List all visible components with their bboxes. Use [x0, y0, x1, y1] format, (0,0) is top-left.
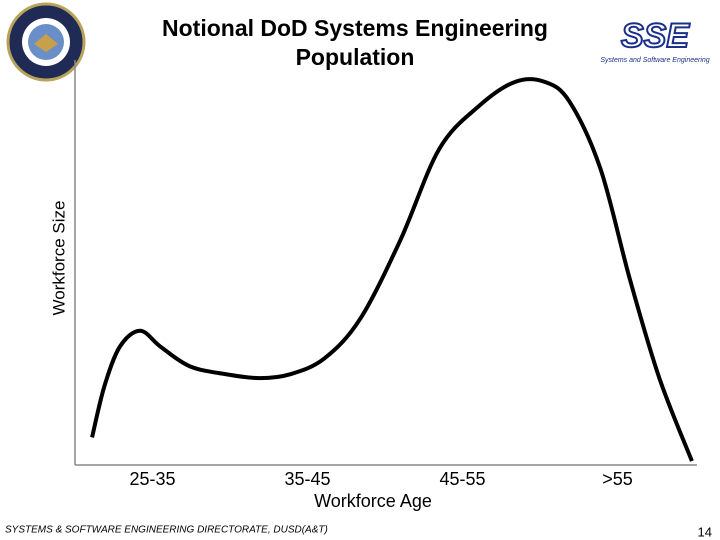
x-tick-label: >55: [602, 469, 633, 489]
x-tick-label: 25-35: [129, 469, 175, 489]
sse-logo: SSE Systems and Software Engineering: [600, 16, 709, 64]
logo-caption: Systems and Software Engineering: [600, 57, 709, 64]
logo-text: SSE: [621, 17, 690, 55]
y-axis-label: Workforce Size: [49, 201, 68, 316]
page-number: 14: [698, 524, 712, 539]
dod-seal: [6, 2, 86, 82]
chart-title: Notional DoD Systems Engineering Populat…: [162, 15, 548, 70]
footer: SYSTEMS & SOFTWARE ENGINEERING DIRECTORA…: [5, 525, 328, 536]
line-series: [90, 77, 694, 462]
x-axis-label: Workforce Age: [314, 491, 432, 511]
x-tick-label: 35-45: [284, 469, 330, 489]
x-tick-label: 45-55: [439, 469, 485, 489]
